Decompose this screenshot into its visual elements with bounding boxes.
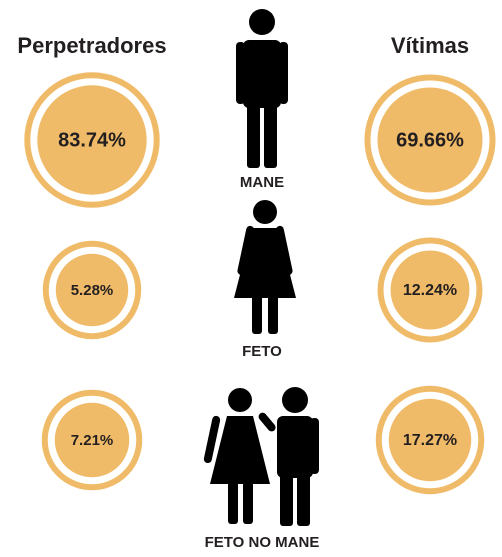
- bubble: [388, 398, 472, 482]
- bubble: [54, 402, 130, 478]
- bubble: [377, 87, 483, 193]
- bubble: [390, 250, 470, 330]
- bubble: [37, 85, 147, 195]
- value-label: 5.28%: [71, 282, 114, 299]
- category-label: FETO: [242, 343, 282, 360]
- value-label: 69.66%: [396, 129, 464, 151]
- bubble-ring: [41, 389, 143, 491]
- bubble-ring: [42, 240, 142, 340]
- value-label: 12.24%: [403, 282, 457, 299]
- couple-icon: [203, 387, 319, 526]
- value-label: 17.27%: [403, 432, 457, 449]
- bubble-ring: [375, 385, 485, 495]
- bubble-ring: [24, 72, 160, 208]
- category-label: FETO NO MANE: [205, 534, 320, 551]
- series-header: Vítimas: [391, 33, 469, 58]
- bubble-ring: [364, 74, 496, 206]
- bubble-ring: [377, 237, 483, 343]
- value-label: 83.74%: [58, 129, 126, 151]
- man-icon: [236, 9, 288, 168]
- category-label: MANE: [240, 174, 284, 191]
- value-label: 7.21%: [71, 432, 114, 449]
- woman-icon: [234, 200, 296, 334]
- bubble: [55, 253, 129, 327]
- series-header: Perpetradores: [17, 33, 166, 58]
